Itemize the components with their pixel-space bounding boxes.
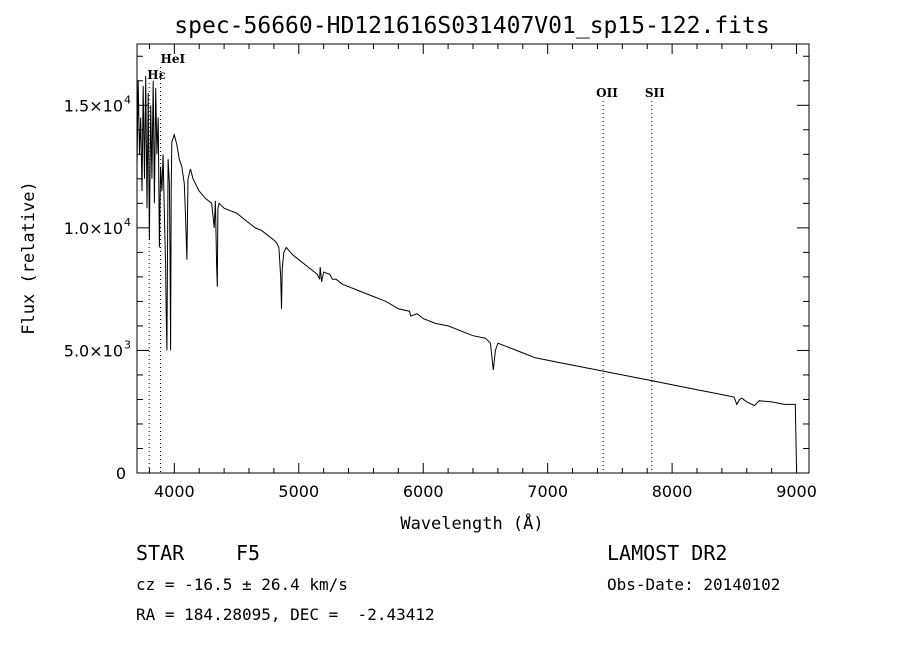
object-type: STAR — [136, 541, 185, 565]
chart-title: spec-56660-HD121616S031407V01_sp15-122.f… — [174, 13, 769, 39]
x-tick-label: 8000 — [652, 482, 693, 501]
subclass: F5 — [236, 541, 261, 565]
y-tick-exponent: 3 — [124, 338, 131, 351]
x-axis-ticks: 4000 5000 6000 7000 8000 9000 — [148, 44, 817, 501]
observation-date: Obs-Date: 20140102 — [607, 575, 781, 594]
y-tick-label: 0 — [116, 464, 126, 483]
x-axis-label: Wavelength (Å) — [400, 512, 543, 534]
line-marker-label: Hε — [147, 68, 166, 82]
line-marker-label: OII — [596, 86, 618, 100]
line-marker-label: HeI — [161, 52, 186, 66]
y-axis-label: Flux (relative) — [19, 181, 39, 335]
y-tick-exponent: 4 — [124, 93, 131, 106]
y-tick-label: 1.5×10 — [64, 96, 123, 115]
redshift-velocity: cz = -16.5 ± 26.4 km/s — [136, 575, 348, 594]
x-tick-label: 9000 — [776, 482, 817, 501]
spectrum-line — [136, 75, 798, 474]
x-tick-label: 4000 — [154, 482, 195, 501]
y-axis-ticks: 05.0×10 31.0×10 41.5×10 4 — [64, 55, 809, 483]
survey-name: LAMOST DR2 — [607, 541, 728, 565]
coordinates: RA = 184.28095, DEC = -2.43412 — [136, 605, 435, 624]
y-tick-exponent: 4 — [124, 216, 131, 229]
x-tick-label: 5000 — [278, 482, 319, 501]
y-tick-label: 1.0×10 — [64, 219, 123, 238]
spectral-line-markers: Hε HeI OII SII — [147, 52, 665, 473]
y-tick-label: 5.0×10 — [64, 341, 123, 360]
plot-frame — [136, 43, 810, 474]
x-tick-label: 6000 — [403, 482, 444, 501]
x-tick-label: 7000 — [527, 482, 568, 501]
line-marker-label: SII — [645, 86, 665, 100]
